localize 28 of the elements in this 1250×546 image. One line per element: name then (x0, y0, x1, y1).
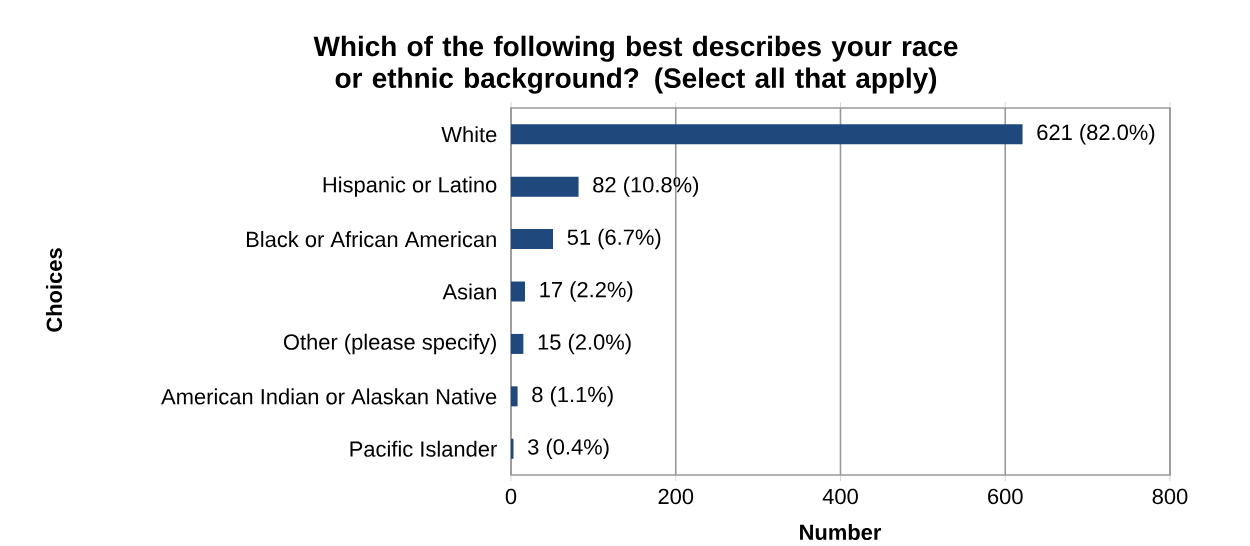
y-tick-label: White (441, 126, 497, 143)
data-label: 3 (0.4%) (528, 438, 609, 459)
x-tick-label: 600 (988, 488, 1023, 505)
bar (511, 281, 526, 302)
data-label: 51 (6.7%) (567, 228, 661, 250)
x-axis-title: Number (800, 523, 882, 541)
bar (511, 333, 524, 354)
x-tick-label: 800 (1152, 488, 1188, 505)
y-tick-label: Asian (442, 283, 496, 300)
y-tick-label: Other (please specify) (283, 333, 496, 355)
data-label: 8 (1.1%) (532, 386, 613, 407)
x-tick-label: 0 (505, 488, 517, 505)
y-tick-label: Black or African American (246, 231, 496, 248)
data-label: 17 (2.2%) (540, 281, 633, 302)
data-label: 621 (82.0%) (1037, 124, 1155, 145)
y-tick-label: Pacific Islander (350, 440, 497, 457)
y-tick-label: Hispanic or Latino (323, 176, 497, 197)
y-tick-label: American Indian or Alaskan Native (161, 388, 497, 405)
chart-title: Which of the following best describes your race or ethnic background? (Select all that apply) (313, 35, 958, 94)
data-label: 15 (2.0%) (538, 333, 631, 355)
bar (511, 229, 554, 250)
y-axis-title: Choices (45, 248, 63, 332)
bar (511, 176, 579, 197)
x-tick-label: 200 (658, 488, 694, 505)
data-label: 82 (10.8%) (593, 176, 699, 197)
bar (511, 124, 1023, 145)
x-tick-label: 400 (822, 488, 858, 505)
bar (511, 386, 518, 407)
